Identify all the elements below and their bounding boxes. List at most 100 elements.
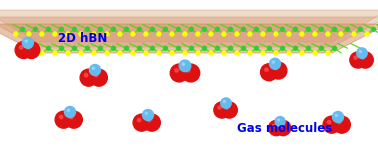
Circle shape: [27, 32, 31, 36]
Circle shape: [225, 106, 228, 109]
Circle shape: [260, 64, 277, 81]
Circle shape: [59, 46, 64, 50]
Circle shape: [186, 69, 190, 72]
Circle shape: [133, 114, 150, 131]
Circle shape: [70, 115, 73, 119]
Circle shape: [15, 42, 32, 58]
Circle shape: [143, 114, 160, 131]
Circle shape: [272, 61, 274, 63]
Circle shape: [40, 51, 44, 55]
Circle shape: [79, 32, 83, 36]
Circle shape: [279, 124, 282, 127]
Circle shape: [365, 32, 369, 36]
Circle shape: [332, 27, 336, 31]
Circle shape: [361, 56, 364, 59]
Circle shape: [293, 27, 297, 31]
Circle shape: [287, 51, 291, 55]
Circle shape: [90, 64, 101, 75]
Circle shape: [150, 46, 155, 50]
Circle shape: [80, 69, 97, 86]
Circle shape: [20, 27, 25, 31]
Circle shape: [137, 27, 141, 31]
Circle shape: [73, 27, 76, 31]
Circle shape: [254, 27, 259, 31]
Circle shape: [177, 27, 180, 31]
Circle shape: [34, 46, 37, 50]
Circle shape: [53, 32, 57, 36]
Circle shape: [112, 46, 116, 50]
Circle shape: [274, 32, 278, 36]
Circle shape: [92, 51, 96, 55]
Circle shape: [46, 46, 51, 50]
Circle shape: [209, 32, 213, 36]
Circle shape: [196, 51, 200, 55]
Circle shape: [131, 32, 135, 36]
Text: Gas molecules: Gas molecules: [237, 122, 332, 135]
Circle shape: [313, 32, 317, 36]
Circle shape: [221, 98, 231, 108]
Circle shape: [326, 51, 330, 55]
Circle shape: [196, 32, 200, 36]
Circle shape: [323, 116, 340, 133]
Circle shape: [254, 46, 259, 50]
Circle shape: [242, 27, 245, 31]
Circle shape: [99, 46, 102, 50]
Circle shape: [98, 27, 102, 31]
Circle shape: [157, 32, 161, 36]
Circle shape: [23, 42, 40, 58]
Circle shape: [163, 27, 167, 31]
Circle shape: [221, 102, 237, 118]
Circle shape: [85, 27, 90, 31]
Circle shape: [293, 46, 297, 50]
Circle shape: [144, 32, 148, 36]
Circle shape: [118, 51, 122, 55]
Circle shape: [145, 112, 147, 114]
Circle shape: [269, 120, 284, 136]
Circle shape: [202, 27, 206, 31]
Circle shape: [105, 51, 109, 55]
Circle shape: [59, 27, 64, 31]
Circle shape: [319, 46, 324, 50]
Circle shape: [164, 46, 167, 50]
Circle shape: [53, 51, 57, 55]
Circle shape: [359, 51, 361, 53]
Circle shape: [275, 117, 285, 126]
Circle shape: [90, 69, 107, 86]
Circle shape: [59, 115, 63, 119]
Circle shape: [182, 63, 184, 65]
Circle shape: [358, 27, 363, 31]
Circle shape: [177, 46, 181, 50]
Circle shape: [157, 51, 161, 55]
Circle shape: [92, 32, 96, 36]
Circle shape: [112, 27, 115, 31]
Circle shape: [46, 27, 50, 31]
Circle shape: [352, 32, 356, 36]
Circle shape: [307, 27, 310, 31]
Circle shape: [261, 32, 265, 36]
Circle shape: [248, 51, 252, 55]
Circle shape: [357, 52, 373, 68]
Circle shape: [326, 32, 330, 36]
Circle shape: [65, 106, 76, 117]
Circle shape: [339, 32, 343, 36]
Circle shape: [67, 109, 70, 111]
Circle shape: [14, 32, 18, 36]
Polygon shape: [0, 17, 378, 47]
Circle shape: [333, 116, 350, 133]
Circle shape: [118, 32, 122, 36]
Circle shape: [265, 68, 268, 71]
Circle shape: [27, 46, 30, 49]
Circle shape: [131, 51, 135, 55]
Circle shape: [223, 100, 225, 103]
Circle shape: [307, 46, 310, 50]
Circle shape: [22, 37, 33, 48]
Circle shape: [338, 120, 341, 124]
Circle shape: [319, 27, 324, 31]
Circle shape: [274, 66, 277, 70]
Circle shape: [215, 27, 219, 31]
Circle shape: [273, 124, 276, 127]
Polygon shape: [0, 24, 378, 53]
Circle shape: [143, 110, 153, 120]
Circle shape: [270, 58, 280, 69]
Circle shape: [138, 46, 141, 50]
